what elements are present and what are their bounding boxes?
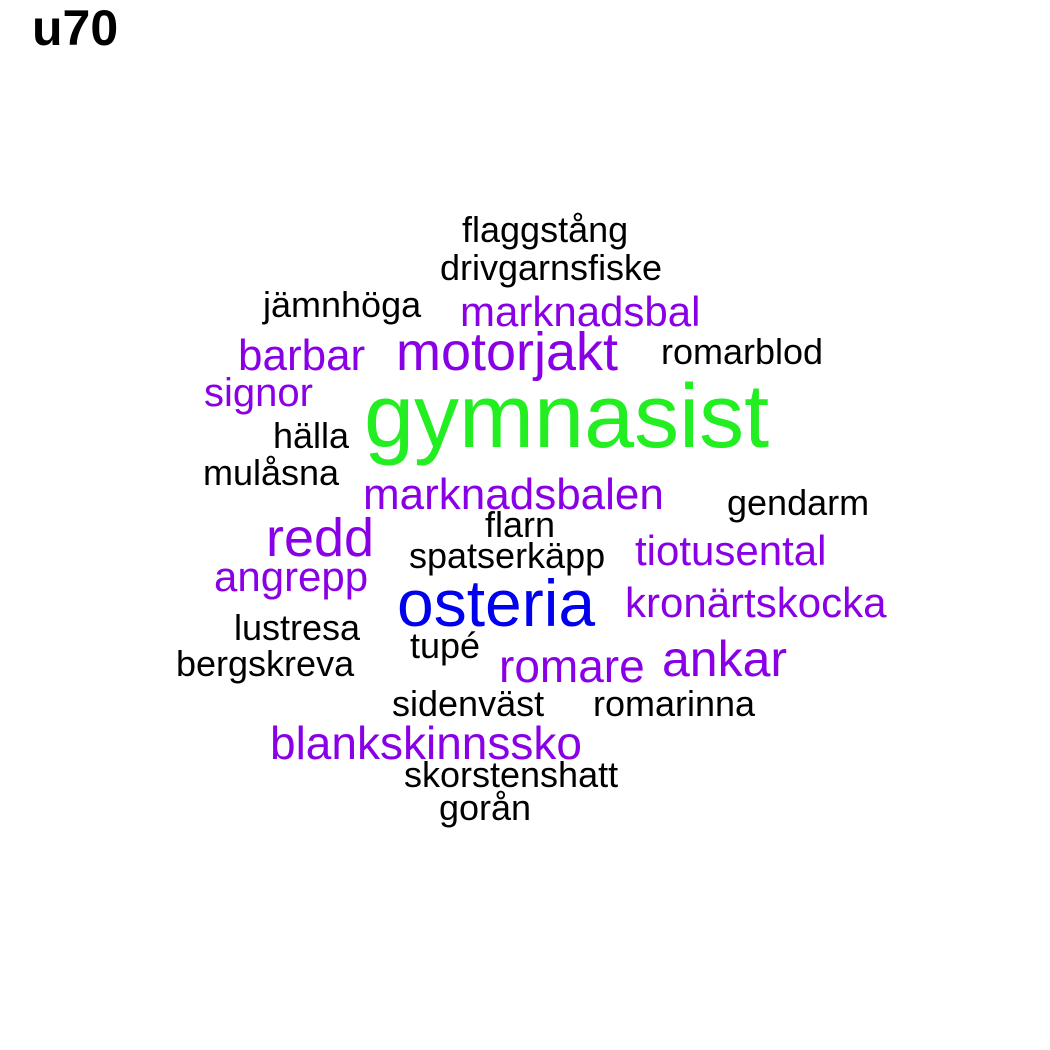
- word-marknadsbal: marknadsbal: [460, 288, 701, 335]
- word-halla: hälla: [273, 415, 350, 456]
- word-romarblod: romarblod: [661, 331, 824, 372]
- word-flarn: flarn: [485, 504, 556, 545]
- word-barbar: barbar: [238, 331, 366, 380]
- word-skorstenshatt: skorstenshatt: [404, 754, 619, 795]
- word-marknadsbalen: marknadsbalen: [363, 470, 664, 519]
- word-blankskinnssko: blankskinnssko: [270, 717, 582, 769]
- word-gymnasist: gymnasist: [364, 367, 770, 467]
- word-tiotusental: tiotusental: [635, 527, 827, 574]
- word-redd: redd: [266, 508, 375, 568]
- word-lustresa: lustresa: [234, 607, 361, 648]
- word-jamnhoga: jämnhöga: [263, 284, 422, 325]
- word-spatserkapp: spatserkäpp: [409, 535, 606, 576]
- word-kronartskocka: kronärtskocka: [625, 579, 887, 626]
- word-gendarm: gendarm: [727, 482, 870, 523]
- page-title: u70: [32, 0, 119, 56]
- word-signor: signor: [204, 371, 313, 415]
- word-flaggstang: flaggstång: [462, 209, 629, 250]
- word-romarinna: romarinna: [593, 683, 756, 724]
- word-motorjakt: motorjakt: [396, 322, 619, 382]
- word-drivgarnsfiske: drivgarnsfiske: [440, 247, 663, 288]
- word-angrepp: angrepp: [214, 553, 369, 600]
- word-ankar: ankar: [662, 631, 788, 687]
- word-bergskreva: bergskreva: [176, 643, 355, 684]
- word-goran: gorån: [439, 787, 532, 828]
- word-sidenvast: sidenväst: [392, 683, 545, 724]
- word-mulasna: mulåsna: [203, 452, 340, 493]
- word-osteria: osteria: [397, 566, 596, 640]
- word-tupe: tupé: [410, 625, 481, 666]
- word-romare: romare: [499, 640, 645, 692]
